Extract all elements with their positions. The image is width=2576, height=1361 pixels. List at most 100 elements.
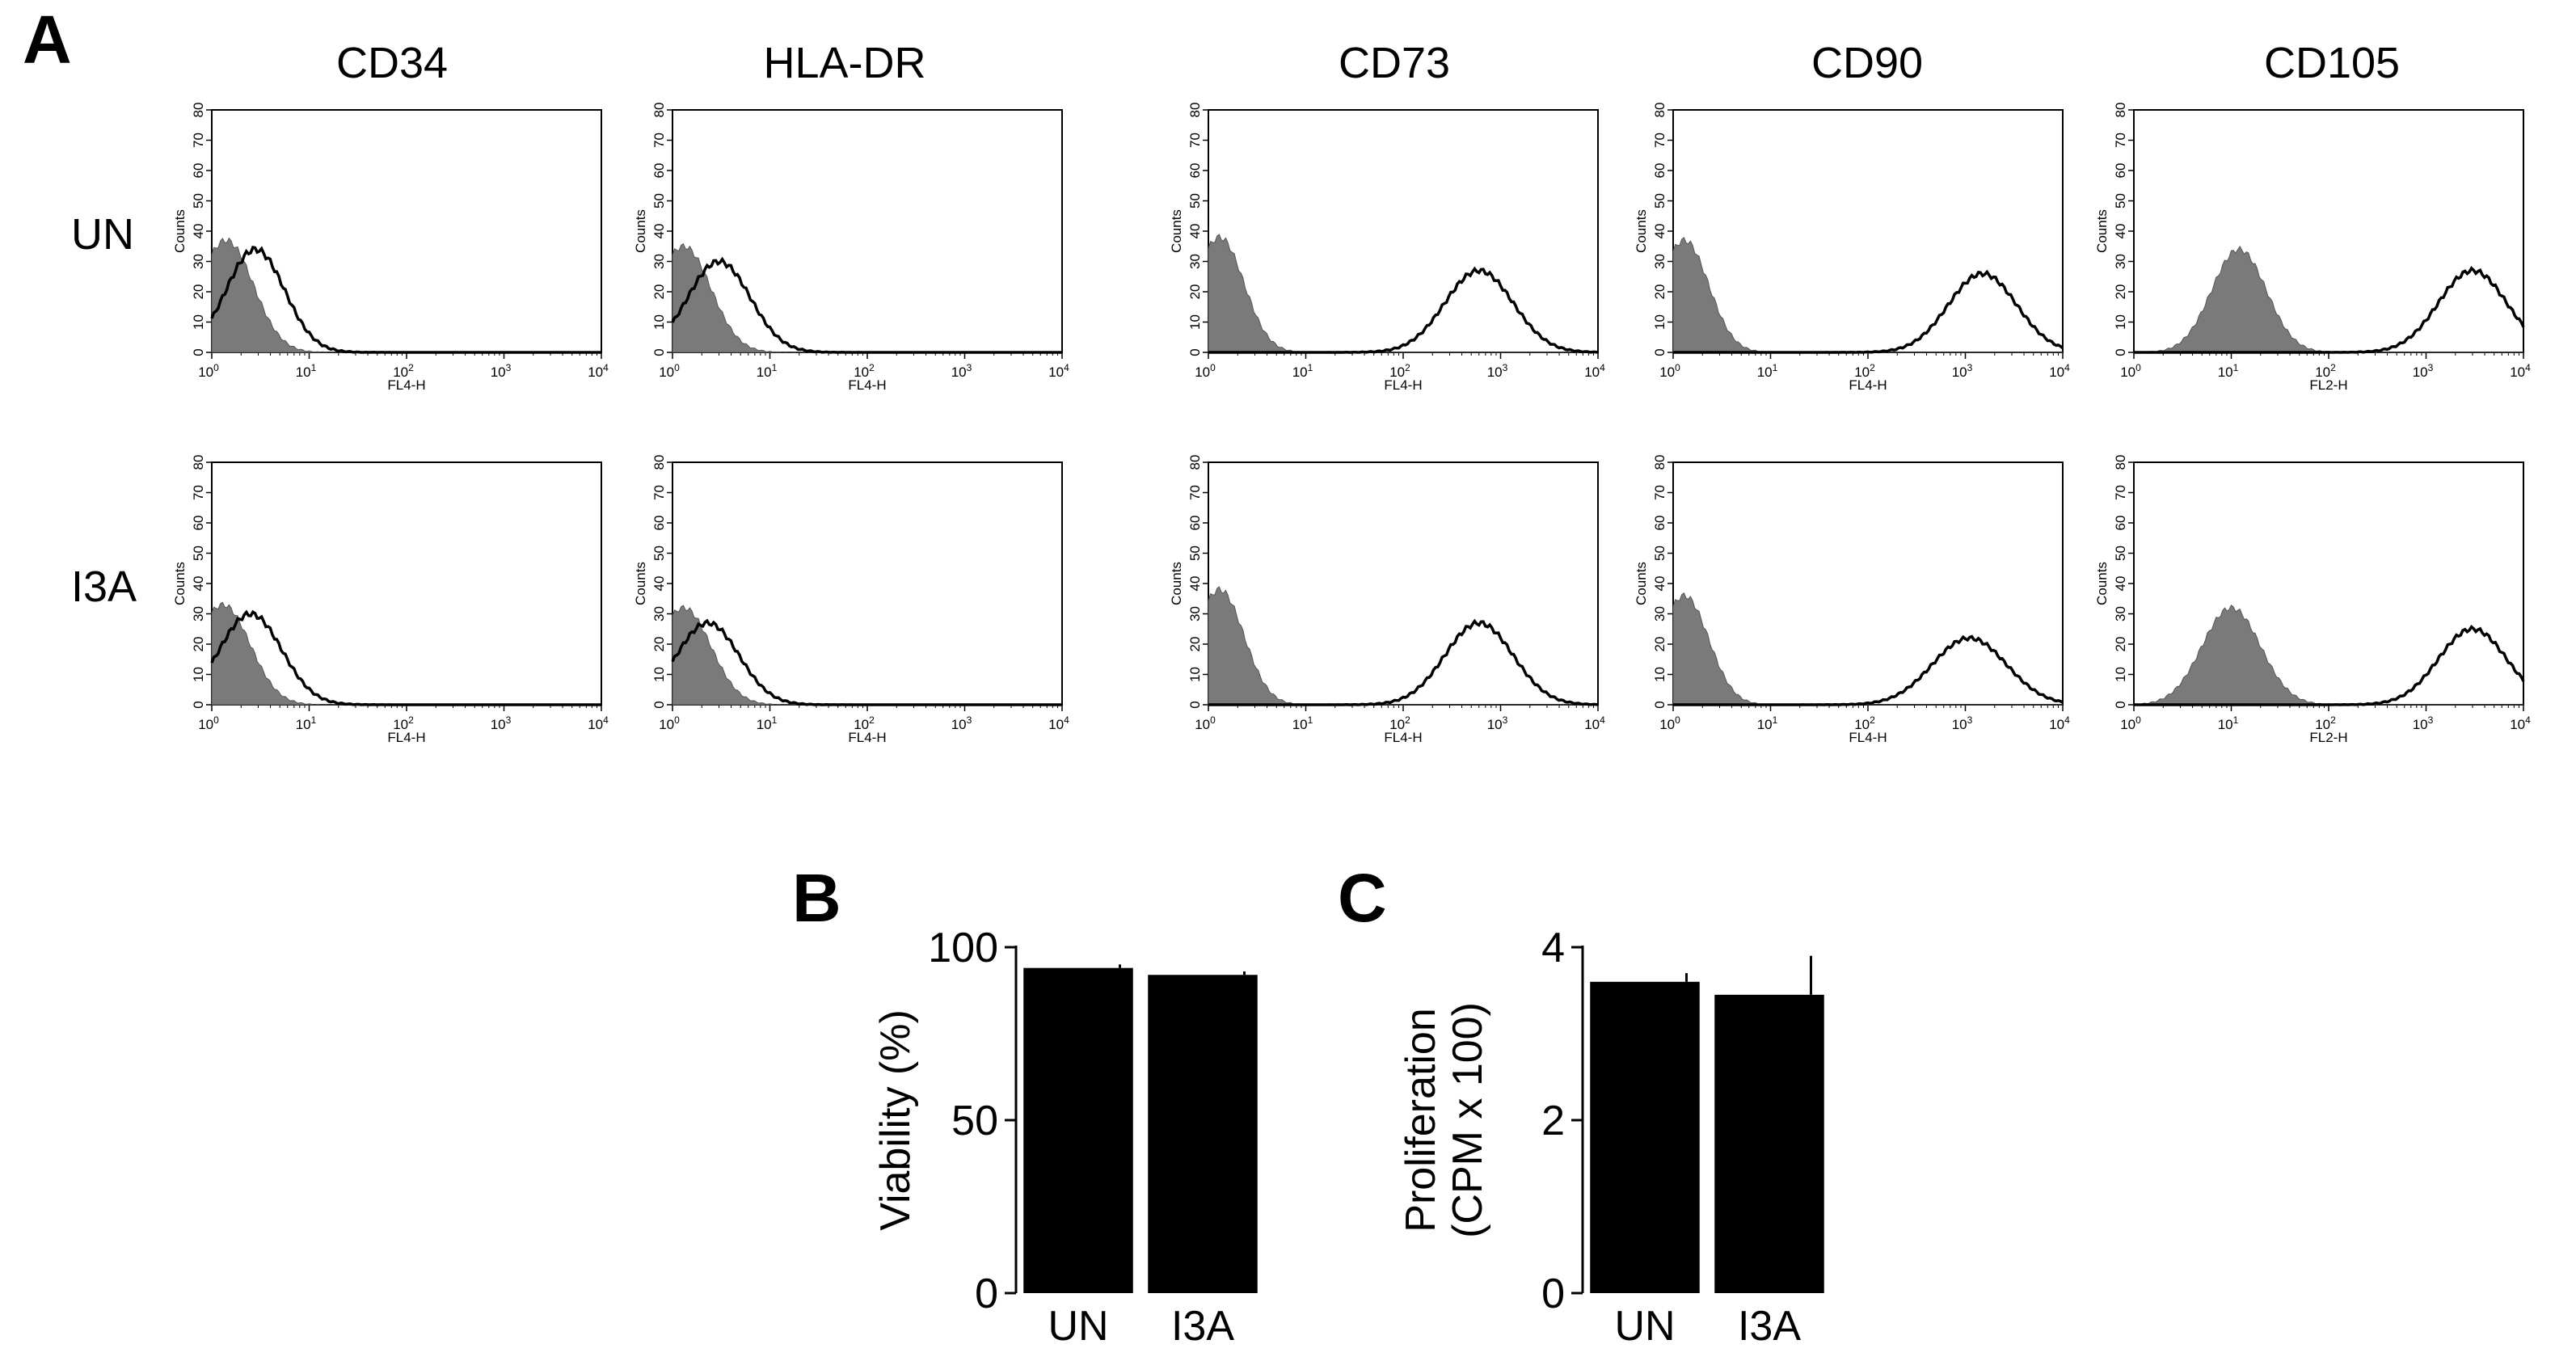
marker-histogram: [671, 256, 1062, 354]
y-tick-label: 50: [1187, 193, 1203, 209]
x-tick-label-un: UN: [1048, 1303, 1108, 1350]
y-tick-label: 60: [1652, 163, 1667, 179]
y-tick-label: 80: [2113, 103, 2128, 118]
y-tick-label: 0: [651, 348, 667, 356]
x-tick-label: 103: [951, 362, 972, 380]
marker-histogram: [1673, 269, 2064, 354]
y-tick-label: 20: [2113, 637, 2128, 652]
y-tick-label: 70: [651, 133, 667, 148]
histogram-i3a-cd34: 0 10 20 30 40 50 60 70 80 Counts 100 101 102 103 104 FL…: [172, 455, 609, 745]
viability-bar-chart: 0 50 100 UN I3A Viability (%): [872, 925, 1258, 1350]
y-tick-label: 40: [1652, 576, 1667, 592]
marker-histogram: [1208, 618, 1599, 706]
y-tick-label: 20: [191, 637, 206, 652]
y-tick-label: 0: [975, 1270, 998, 1317]
y-tick-label: 0: [651, 701, 667, 708]
x-tick-label: 103: [1487, 714, 1508, 732]
y-tick-label: 10: [1187, 667, 1203, 682]
y-tick-label: 60: [2113, 163, 2128, 179]
histogram-un-cd73: 0 10 20 30 40 50 60 70 80 Counts 100 101 102 103 104 FL…: [1169, 103, 1605, 393]
x-tick-label: 104: [2510, 362, 2531, 380]
column-title-cd73: CD73: [1339, 39, 1450, 87]
x-axis-label: FL4-H: [387, 377, 425, 393]
isotype-histogram: [211, 237, 601, 353]
y-tick-label: 0: [2113, 348, 2128, 356]
x-tick-label: 103: [1952, 362, 1973, 380]
x-tick-label-i3a: I3A: [1171, 1303, 1234, 1350]
y-tick-label: 50: [191, 193, 206, 209]
x-axis-label: FL4-H: [1384, 377, 1422, 393]
x-tick-label: 102: [393, 362, 414, 380]
histogram-un-cd105: 0 10 20 30 40 50 60 70 80 Counts 100 101 102 103 104 FL…: [2094, 103, 2531, 393]
y-axis-label: Counts: [2094, 562, 2110, 605]
y-tick-label: 20: [1187, 284, 1203, 300]
x-tick-label: 104: [1048, 362, 1069, 380]
y-axis-label: Counts: [1169, 209, 1184, 253]
histogram-un-hla-dr: 0 10 20 30 40 50 60 70 80 Counts 100 101 102 103 104 FL…: [633, 103, 1069, 393]
histogram-un-cd105-frame: [2133, 109, 2524, 353]
y-tick-label: 70: [1187, 485, 1203, 500]
flow-histogram-grid: CD34 HLA-DR CD73 CD90 CD105UNI3A010203040506…: [71, 39, 2531, 745]
y-tick-label: 40: [191, 576, 206, 592]
y-tick-label: 10: [1652, 314, 1667, 330]
y-tick-label: 60: [1187, 163, 1203, 179]
column-title-cd105: CD105: [2264, 39, 2400, 87]
y-tick-label: 80: [651, 455, 667, 470]
y-tick-label: 30: [651, 254, 667, 269]
x-axis-label: FL4-H: [848, 377, 886, 393]
y-tick-label: 0: [191, 348, 206, 356]
x-tick-label: 102: [1854, 714, 1875, 732]
x-tick-label: 104: [2049, 362, 2070, 380]
x-tick-label: 102: [854, 714, 875, 732]
histogram-un-hla-dr-frame: [672, 109, 1063, 353]
marker-histogram: [2134, 624, 2525, 706]
marker-histogram: [1673, 634, 2064, 706]
x-tick-label: 100: [2120, 362, 2141, 380]
histogram-un-cd34: 0 10 20 30 40 50 60 70 80 Counts 100 101 102 103 104 FL…: [172, 103, 609, 393]
x-tick-label: 102: [1854, 362, 1875, 380]
x-tick-label: 101: [1292, 714, 1313, 732]
panel-letter-a: A: [23, 2, 72, 78]
y-axis-label: Counts: [172, 562, 188, 605]
x-axis-label: FL2-H: [2309, 730, 2347, 745]
x-tick-label: 103: [491, 714, 512, 732]
y-axis-title-line: Proliferation: [1398, 1008, 1444, 1232]
isotype-histogram: [672, 242, 1062, 353]
y-tick-label: 70: [651, 485, 667, 500]
y-axis-label: Counts: [633, 562, 648, 605]
y-axis-label: Counts: [1169, 562, 1184, 605]
y-tick-label: 0: [1187, 701, 1203, 708]
x-tick-label: 102: [2315, 714, 2336, 732]
y-tick-label: 60: [651, 516, 667, 531]
marker-histogram: [1208, 266, 1599, 354]
y-tick-label: 20: [1187, 637, 1203, 652]
y-tick-label: 50: [1187, 546, 1203, 561]
y-axis-label: Counts: [633, 209, 648, 253]
x-tick-label: 100: [1659, 714, 1680, 732]
histogram-i3a-cd90: 0 10 20 30 40 50 60 70 80 Counts 100 101 102 103 104 FL…: [1634, 455, 2070, 745]
y-tick-label: 50: [1652, 193, 1667, 209]
histogram-un-cd34-frame: [211, 109, 602, 353]
y-tick-label: 20: [1652, 284, 1667, 300]
x-axis-label: FL4-H: [1849, 377, 1887, 393]
proliferation-bar-chart: 0 2 4 UN I3A Proliferation (CPM x 100): [1398, 925, 1824, 1350]
y-tick-label: 80: [651, 103, 667, 118]
row-label-un: UN: [71, 210, 134, 259]
x-tick-label: 100: [659, 362, 680, 380]
y-tick-label: 50: [951, 1098, 998, 1144]
y-tick-label: 10: [651, 314, 667, 330]
y-tick-label: 80: [191, 103, 206, 118]
x-tick-label: 104: [1584, 714, 1605, 732]
isotype-histogram: [2133, 604, 2523, 706]
y-tick-label: 80: [1652, 455, 1667, 470]
x-tick-label: 104: [2510, 714, 2531, 732]
y-tick-label: 20: [191, 284, 206, 300]
y-tick-label: 70: [191, 485, 206, 500]
row-label-i3a: I3A: [71, 563, 137, 611]
isotype-histogram: [211, 601, 601, 706]
y-tick-label: 60: [651, 163, 667, 179]
y-tick-label: 30: [2113, 606, 2128, 622]
x-tick-label: 103: [1952, 714, 1973, 732]
x-tick-label: 104: [2049, 714, 2070, 732]
